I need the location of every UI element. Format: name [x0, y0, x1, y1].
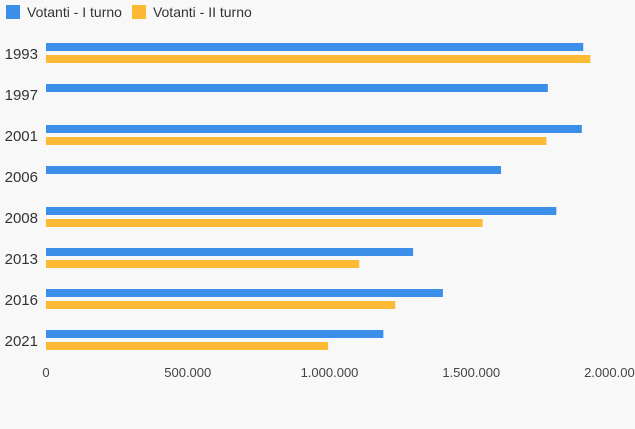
- x-tick-label-0: 0: [42, 365, 49, 380]
- bar-1993-series-2[interactable]: [46, 55, 591, 63]
- category-label-2013: 2013: [5, 251, 38, 268]
- bar-2016-series-2[interactable]: [46, 301, 396, 309]
- category-label-2021: 2021: [5, 333, 38, 350]
- bar-2021-series-1[interactable]: [46, 330, 384, 338]
- category-label-1997: 1997: [5, 87, 38, 104]
- bar-2016-series-1[interactable]: [46, 289, 443, 297]
- category-label-2016: 2016: [5, 292, 38, 309]
- legend-item-series-1[interactable]: Votanti - I turno: [6, 4, 122, 20]
- bar-1997-series-1[interactable]: [46, 84, 548, 92]
- bar-2013-series-2[interactable]: [46, 260, 360, 268]
- category-label-1993: 1993: [5, 46, 38, 63]
- legend-label-series-1: Votanti - I turno: [27, 4, 122, 20]
- category-label-2006: 2006: [5, 169, 38, 186]
- bar-2006-series-1[interactable]: [46, 166, 502, 174]
- category-label-2008: 2008: [5, 210, 38, 227]
- category-label-2001: 2001: [5, 128, 38, 145]
- bar-2008-series-1[interactable]: [46, 207, 557, 215]
- x-tick-label-3: 1.500.000: [442, 365, 500, 380]
- legend-label-series-2: Votanti - II turno: [152, 4, 252, 20]
- bar-2008-series-2[interactable]: [46, 219, 483, 227]
- chart-legend: Votanti - I turno Votanti - II turno: [6, 4, 252, 20]
- legend-swatch-series-2: [131, 5, 146, 19]
- bar-2021-series-2[interactable]: [46, 342, 329, 350]
- bar-1993-series-1[interactable]: [46, 43, 584, 51]
- bar-2001-series-1[interactable]: [46, 125, 582, 133]
- bar-2013-series-1[interactable]: [46, 248, 414, 256]
- x-tick-label-4: 2.000.000: [584, 365, 635, 380]
- legend-item-series-2[interactable]: Votanti - II turno: [131, 4, 252, 20]
- x-tick-label-1: 500.000: [164, 365, 211, 380]
- legend-swatch-series-1: [6, 5, 20, 19]
- bar-2001-series-2[interactable]: [46, 137, 547, 145]
- x-tick-label-2: 1.000.000: [301, 365, 359, 380]
